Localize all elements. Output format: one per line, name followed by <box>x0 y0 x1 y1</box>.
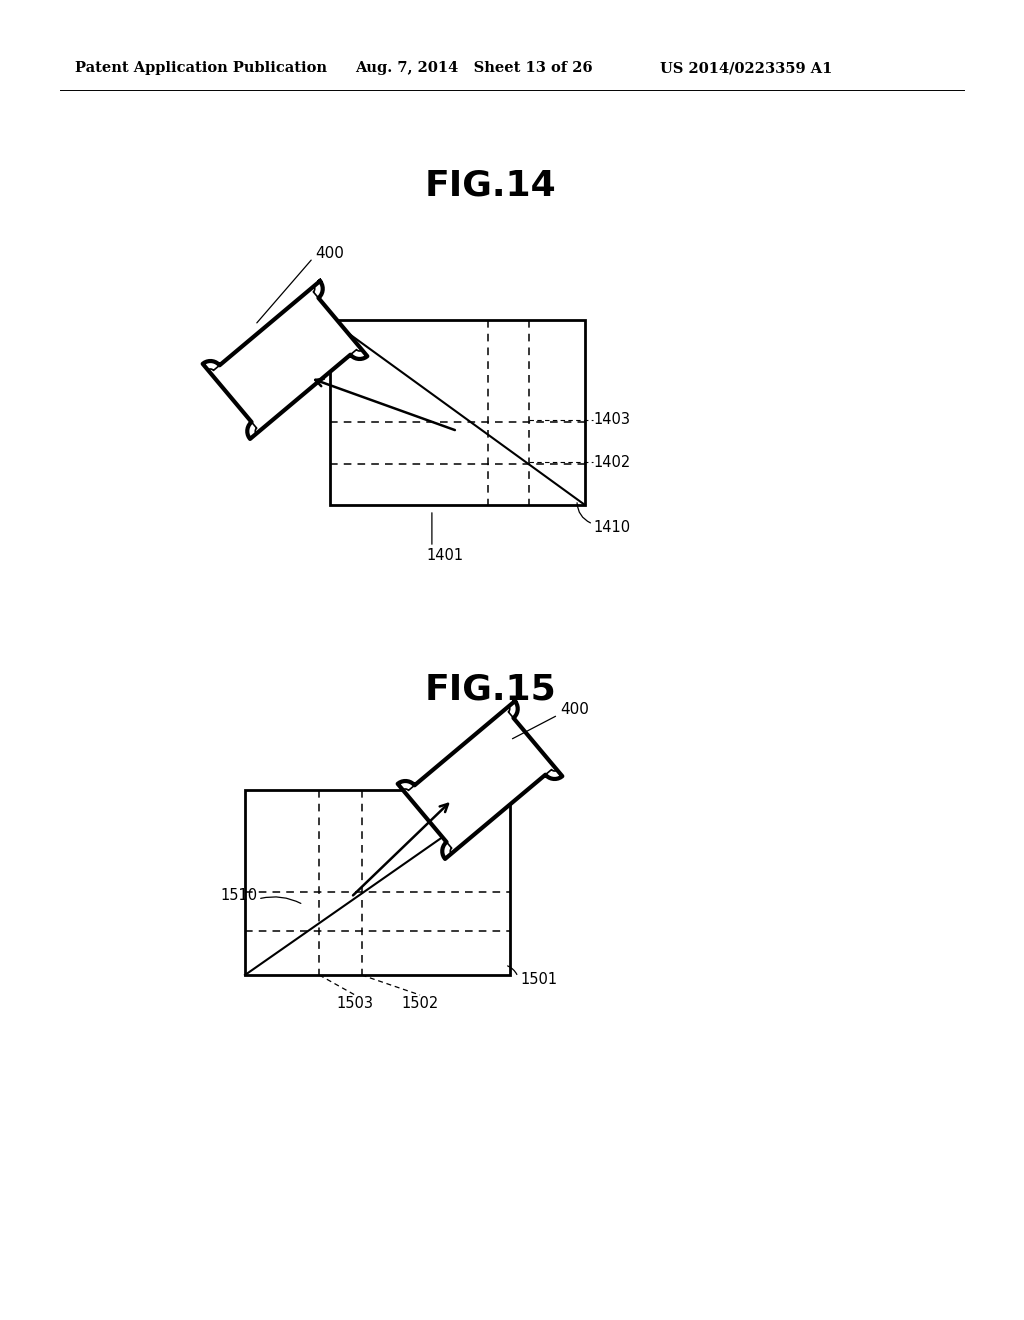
Text: 1510: 1510 <box>220 887 257 903</box>
Polygon shape <box>203 281 368 440</box>
Text: 1402: 1402 <box>593 455 630 470</box>
Text: 400: 400 <box>560 702 589 718</box>
Text: 1403: 1403 <box>593 412 630 428</box>
Polygon shape <box>397 701 562 859</box>
Text: FIG.15: FIG.15 <box>424 673 556 708</box>
Text: US 2014/0223359 A1: US 2014/0223359 A1 <box>660 61 833 75</box>
Text: 1401: 1401 <box>427 548 464 562</box>
Text: 1501: 1501 <box>520 973 557 987</box>
Text: 1503: 1503 <box>337 995 374 1011</box>
Text: 1410: 1410 <box>593 520 630 535</box>
Text: 1502: 1502 <box>401 995 438 1011</box>
Bar <box>245 789 510 975</box>
Text: FIG.14: FIG.14 <box>424 168 556 202</box>
Text: Aug. 7, 2014   Sheet 13 of 26: Aug. 7, 2014 Sheet 13 of 26 <box>355 61 593 75</box>
Bar <box>330 319 585 506</box>
Text: Patent Application Publication: Patent Application Publication <box>75 61 327 75</box>
Text: 400: 400 <box>315 246 344 260</box>
